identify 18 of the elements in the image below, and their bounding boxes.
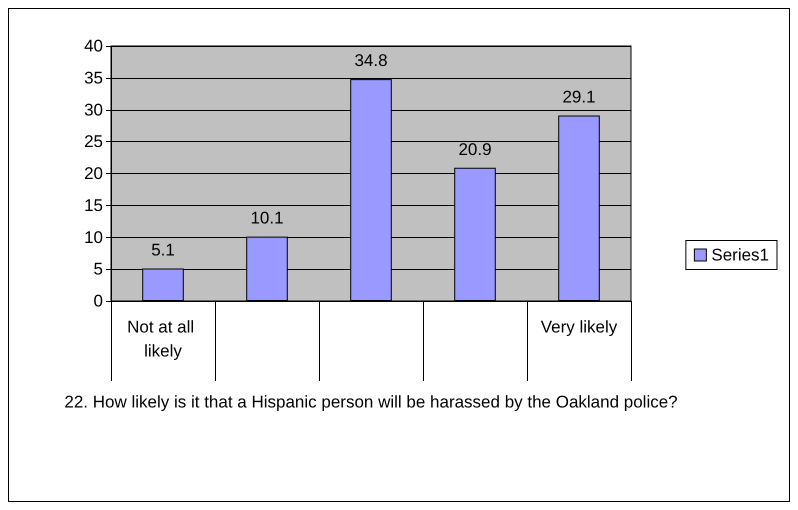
y-tick-label: 40 [84, 36, 103, 56]
y-tick-label: 25 [84, 132, 103, 152]
data-label: 20.9 [458, 140, 492, 159]
y-tick-label: 0 [94, 292, 103, 310]
y-tick-label: 35 [84, 68, 103, 88]
data-label: 34.8 [354, 51, 388, 70]
legend-label: Series1 [711, 246, 769, 264]
x-axis-title: 22. How likely is it that a Hispanic person will be harassed by the Oakland police? [64, 392, 678, 412]
y-tick-label: 30 [84, 100, 103, 120]
y-tick-label: 15 [84, 196, 103, 215]
y-tick-label: 5 [94, 260, 103, 279]
x-tick-label: Not at all likely [127, 318, 199, 360]
data-label: 10.1 [250, 208, 284, 228]
data-label: 29.1 [562, 87, 596, 106]
x-tick-label: Very likely [540, 318, 618, 336]
y-tick-label: 20 [84, 164, 103, 183]
y-tick-label: 10 [84, 228, 103, 247]
data-label: 5.1 [151, 240, 175, 260]
